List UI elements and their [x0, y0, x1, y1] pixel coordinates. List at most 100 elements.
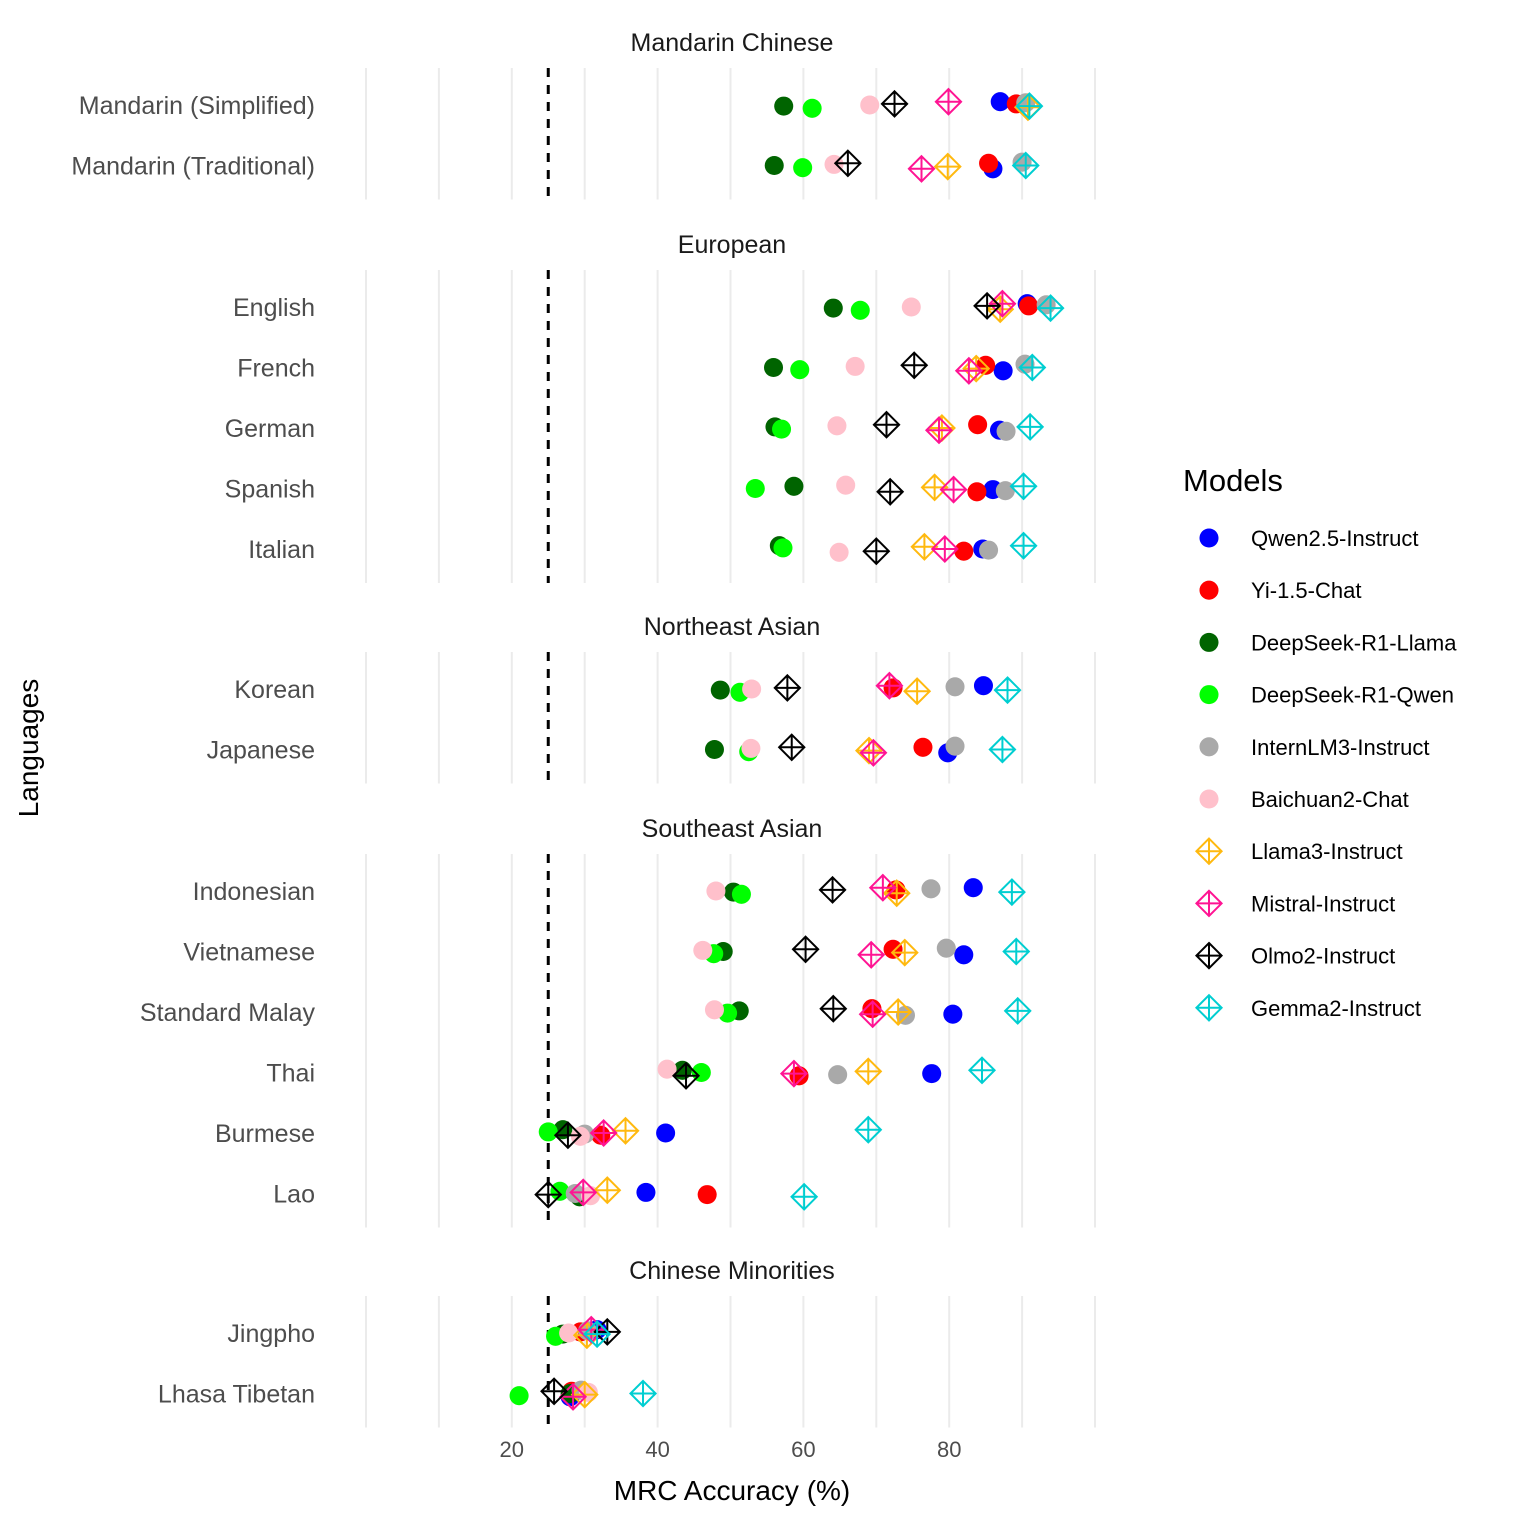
point-qwen2-5-instruct — [954, 945, 974, 965]
point-gemma2-instruct — [967, 1056, 997, 1085]
point-mistral-instruct — [868, 873, 897, 902]
point-internlm3-instruct — [921, 879, 941, 899]
row-label: Mandarin (Traditional) — [71, 153, 315, 181]
row-label: English — [233, 294, 315, 322]
point-gemma2-instruct — [997, 878, 1026, 907]
point-yi-1-5-chat — [979, 153, 999, 173]
legend-item-mistral-instruct: Mistral-Instruct — [1194, 889, 1395, 918]
x-axis-title: MRC Accuracy (%) — [614, 1475, 850, 1506]
row-vietnamese: Vietnamese — [183, 935, 1031, 969]
point-gemma2-instruct — [1018, 353, 1047, 382]
legend-item-deepseek-r1-llama: DeepSeek-R1-Llama — [1199, 630, 1457, 655]
point-gemma2-instruct — [988, 735, 1017, 764]
y-axis-title: Languages — [13, 679, 44, 818]
point-deepseek-r1-llama — [710, 680, 730, 700]
point-llama3-instruct — [884, 997, 913, 1027]
point-baichuan2-chat — [860, 95, 880, 115]
panel-title: Northeast Asian — [644, 613, 821, 641]
legend-label: DeepSeek-R1-Qwen — [1251, 683, 1454, 708]
point-olmo2-instruct — [773, 673, 802, 702]
point-olmo2-instruct — [973, 291, 1002, 320]
point-deepseek-r1-qwen — [745, 478, 765, 499]
row-label: Standard Malay — [140, 999, 316, 1027]
point-llama3-instruct — [854, 1057, 883, 1086]
legend-label: Gemma2-Instruct — [1251, 996, 1421, 1021]
row-label: Korean — [234, 676, 315, 704]
legend-label: Yi-1.5-Chat — [1251, 578, 1361, 603]
point-internlm3-instruct — [936, 938, 956, 958]
point-gemma2-instruct — [790, 1182, 819, 1211]
point-mistral-instruct — [875, 671, 904, 700]
point-mistral-instruct — [939, 475, 968, 504]
point-qwen2-5-instruct — [943, 1004, 963, 1024]
point-deepseek-r1-qwen — [538, 1122, 558, 1142]
point-yi-1-5-chat — [913, 737, 933, 757]
point-olmo2-instruct — [791, 935, 820, 964]
row-label: Italian — [248, 536, 315, 564]
point-olmo2-instruct — [880, 89, 909, 118]
point-olmo2-instruct — [876, 477, 905, 506]
point-baichuan2-chat — [827, 416, 847, 436]
point-llama3-instruct — [890, 938, 919, 967]
point-olmo2-instruct — [777, 733, 806, 762]
row-mandarin-traditional: Mandarin (Traditional) — [71, 149, 1040, 183]
point-llama3-instruct — [593, 1176, 622, 1205]
x-tick-label: 20 — [500, 1437, 524, 1462]
legend: Models Qwen2.5-Instruct Yi-1.5-Chat DeepSe… — [1183, 463, 1457, 1022]
point-yi-1-5-chat — [968, 415, 988, 435]
legend-key-llama3-instruct — [1194, 837, 1224, 866]
point-olmo2-instruct — [819, 994, 848, 1023]
point-mistral-instruct — [589, 1118, 618, 1148]
point-qwen2-5-instruct — [922, 1064, 942, 1084]
row-label: Lhasa Tibetan — [158, 1381, 315, 1409]
point-mistral-instruct — [859, 738, 888, 767]
row-thai: Thai — [266, 1056, 997, 1090]
point-yi-1-5-chat — [883, 678, 903, 698]
point-mistral-instruct — [924, 416, 954, 445]
point-llama3-instruct — [854, 736, 884, 765]
point-llama3-instruct — [611, 1116, 640, 1145]
point-gemma2-instruct — [629, 1379, 658, 1408]
point-qwen2-5-instruct — [963, 878, 983, 898]
point-deepseek-r1-qwen — [772, 419, 792, 439]
point-mistral-instruct — [954, 356, 983, 385]
point-deepseek-r1-llama — [764, 155, 784, 176]
row-label: Japanese — [207, 737, 315, 765]
point-internlm3-instruct — [945, 736, 965, 756]
row-jingpho: Jingpho — [227, 1315, 622, 1350]
x-tick-label: 60 — [791, 1437, 815, 1462]
row-label: Spanish — [225, 476, 315, 504]
point-gemma2-instruct — [1011, 151, 1040, 180]
point-mistral-instruct — [930, 534, 959, 564]
point-baichuan2-chat — [693, 940, 713, 960]
point-deepseek-r1-llama — [704, 739, 724, 760]
legend-key-olmo2-instruct — [1194, 941, 1224, 970]
legend-item-yi-1-5-chat: Yi-1.5-Chat — [1199, 578, 1361, 603]
point-olmo2-instruct — [818, 875, 847, 904]
point-gemma2-instruct — [1003, 996, 1032, 1025]
point-baichuan2-chat — [657, 1059, 677, 1079]
point-deepseek-r1-qwen — [790, 360, 810, 380]
point-baichuan2-chat — [741, 738, 761, 758]
point-qwen2-5-instruct — [993, 361, 1013, 381]
legend-item-qwen2-5-instruct: Qwen2.5-Instruct — [1199, 526, 1419, 551]
point-gemma2-instruct — [1002, 937, 1031, 966]
legend-key-yi-1-5-chat — [1199, 580, 1219, 600]
row-mandarin-simplified: Mandarin (Simplified) — [79, 87, 1044, 122]
row-german: German — [225, 410, 1045, 445]
legend-label: Olmo2-Instruct — [1251, 944, 1395, 969]
point-gemma2-instruct — [1009, 531, 1038, 560]
point-internlm3-instruct — [996, 421, 1016, 441]
point-deepseek-r1-llama — [784, 476, 804, 496]
gridlines — [365, 68, 1096, 200]
legend-title: Models — [1183, 463, 1283, 498]
point-deepseek-r1-qwen — [773, 538, 793, 558]
point-deepseek-r1-qwen — [550, 1181, 570, 1201]
legend-item-llama3-instruct: Llama3-Instruct — [1194, 837, 1403, 866]
panel-european: European English French German Spanish Italia… — [225, 231, 1096, 583]
legend-item-deepseek-r1-qwen: DeepSeek-R1-Qwen — [1199, 683, 1454, 708]
point-baichuan2-chat — [706, 881, 726, 901]
row-label: Indonesian — [193, 878, 315, 906]
point-yi-1-5-chat — [954, 541, 974, 561]
